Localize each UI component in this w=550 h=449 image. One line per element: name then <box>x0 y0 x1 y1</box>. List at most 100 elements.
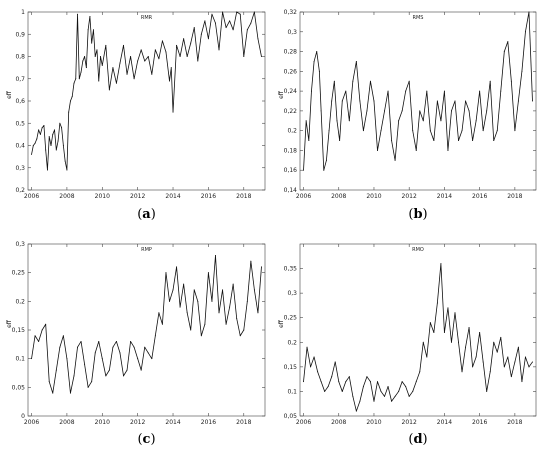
data-point <box>123 375 125 377</box>
data-point <box>190 329 192 331</box>
data-point <box>214 254 216 256</box>
x-tick-label: 2012 <box>402 419 417 426</box>
data-point <box>341 390 343 392</box>
data-point <box>531 100 533 102</box>
x-tick-label: 2018 <box>507 193 522 200</box>
data-point <box>200 335 202 337</box>
data-point <box>500 90 502 92</box>
y-tick-label: 0,1 <box>15 356 25 363</box>
data-point <box>98 340 100 342</box>
data-point <box>355 410 357 412</box>
data-point <box>310 366 312 368</box>
data-point <box>331 100 333 102</box>
data-point <box>41 329 43 331</box>
data-point <box>348 120 350 122</box>
y-tick-label: 0,6 <box>15 98 25 105</box>
data-point <box>214 22 216 24</box>
data-point <box>55 149 57 151</box>
data-point <box>197 300 199 302</box>
data-point <box>482 361 484 363</box>
data-point <box>373 100 375 102</box>
data-point <box>253 11 255 13</box>
data-point <box>433 140 435 142</box>
data-point <box>429 322 431 324</box>
data-point <box>80 340 82 342</box>
y-tick-label: 0,05 <box>284 413 298 420</box>
data-point <box>461 130 463 132</box>
chart-panel-c: RMP eff 0 0,05 0,1 0,15 0,2 0,25 0,3 2006 2008 2010… <box>6 241 266 447</box>
panel-caption: (c) <box>137 432 155 447</box>
data-point <box>87 29 89 31</box>
data-point <box>475 120 477 122</box>
panel-caption: (d) <box>408 432 427 447</box>
data-point <box>91 381 93 383</box>
data-point <box>380 390 382 392</box>
data-point <box>119 352 121 354</box>
data-point <box>320 110 322 112</box>
y-tick-label: 0,24 <box>284 88 298 95</box>
data-point <box>73 82 75 84</box>
data-point <box>405 90 407 92</box>
data-point <box>308 140 310 142</box>
y-tick-label: 0,32 <box>284 9 298 16</box>
series-line <box>31 255 262 394</box>
chart-title: RMR <box>141 15 153 21</box>
data-point <box>151 358 153 360</box>
data-point <box>528 11 530 13</box>
data-point <box>46 169 48 171</box>
data-point <box>362 386 364 388</box>
data-point <box>246 300 248 302</box>
data-point <box>486 390 488 392</box>
series-line <box>303 263 533 412</box>
data-point <box>479 331 481 333</box>
data-point <box>405 386 407 388</box>
data-point <box>239 335 241 337</box>
data-point <box>87 386 89 388</box>
y-tick-label: 0,25 <box>12 270 26 277</box>
data-point <box>524 31 526 33</box>
data-point <box>366 376 368 378</box>
data-point <box>84 56 86 57</box>
data-point <box>165 272 167 274</box>
data-point <box>384 110 386 112</box>
data-point <box>75 78 77 80</box>
data-point <box>239 13 241 15</box>
data-point <box>472 366 474 368</box>
data-point <box>89 15 91 17</box>
data-point <box>521 70 523 72</box>
data-point <box>514 361 516 363</box>
data-point <box>303 381 305 383</box>
data-point <box>229 20 231 22</box>
data-point <box>454 312 456 314</box>
data-point <box>384 395 386 397</box>
data-point <box>496 351 498 353</box>
x-tick-label: 2014 <box>165 419 180 426</box>
data-point <box>77 346 79 348</box>
data-point <box>38 129 40 131</box>
data-point <box>412 130 414 132</box>
data-point <box>426 90 428 92</box>
data-point <box>496 130 498 132</box>
data-point <box>48 381 50 383</box>
data-point <box>305 120 307 122</box>
data-point <box>486 110 488 112</box>
data-point <box>422 341 424 343</box>
data-point <box>472 140 474 142</box>
data-point <box>59 346 61 348</box>
data-point <box>38 340 40 342</box>
data-point <box>450 341 452 343</box>
y-tick-label: 0,35 <box>284 266 298 273</box>
data-point <box>253 289 255 291</box>
data-point <box>183 38 185 40</box>
data-point <box>440 120 442 122</box>
data-point <box>34 335 36 337</box>
data-point <box>369 381 371 383</box>
data-point <box>401 381 403 383</box>
y-tick-label: 0,8 <box>15 54 25 61</box>
data-point <box>147 352 149 354</box>
data-point <box>503 51 505 53</box>
data-point <box>412 390 414 392</box>
data-point <box>391 140 393 142</box>
y-tick-label: 0,14 <box>284 187 298 194</box>
